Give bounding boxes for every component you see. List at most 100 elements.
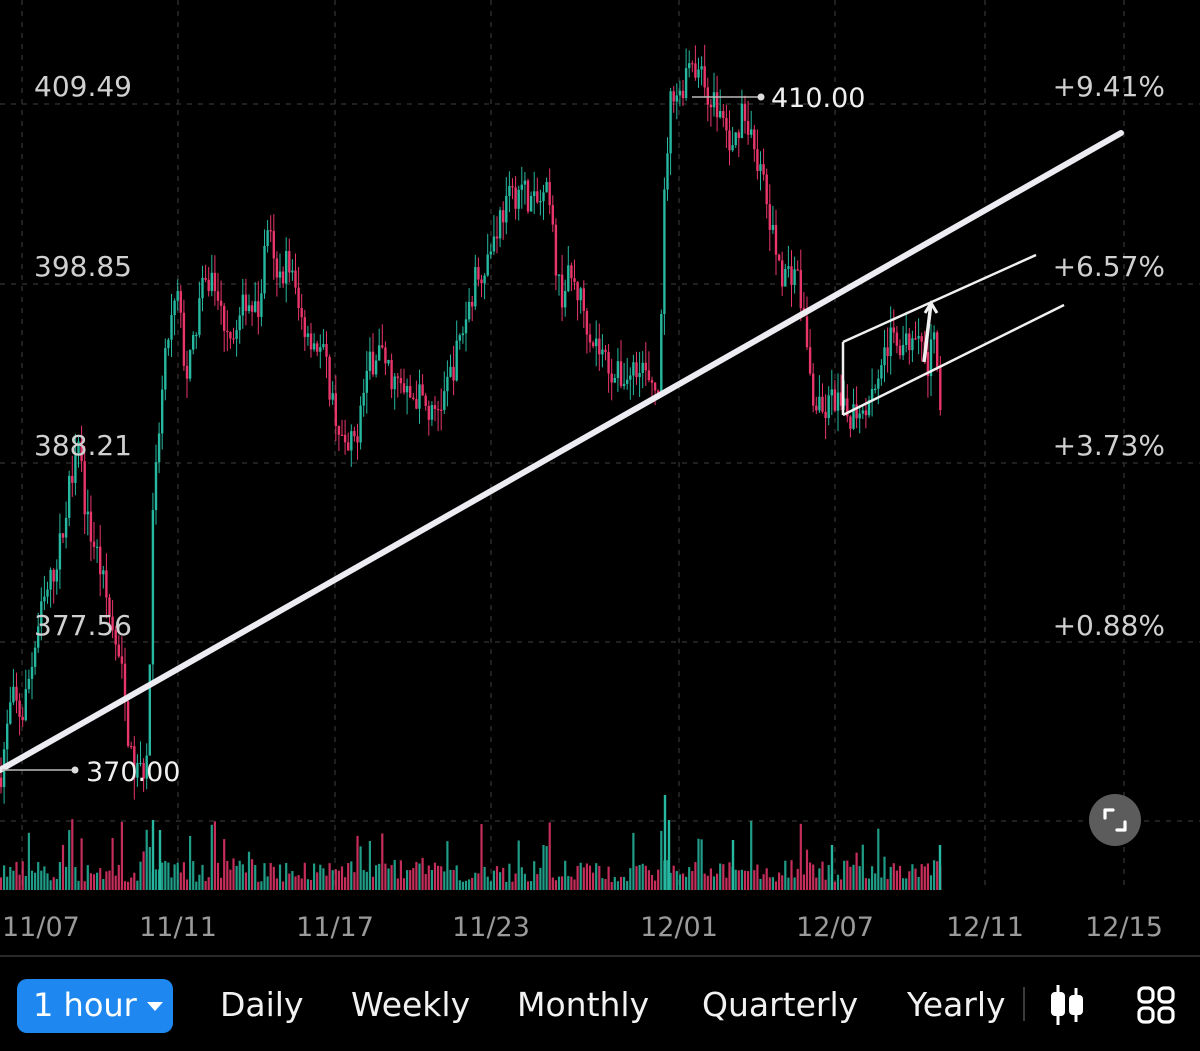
candle-body xyxy=(402,383,406,393)
volume-bar xyxy=(390,865,393,890)
candle-body xyxy=(737,132,740,138)
candle-body xyxy=(278,271,282,278)
candle-body xyxy=(759,164,762,171)
candle-body xyxy=(393,376,396,390)
candle-body xyxy=(638,373,641,378)
volume-bar xyxy=(753,870,756,890)
volume-bar xyxy=(864,878,867,890)
candle-body xyxy=(939,366,942,411)
volume-bar xyxy=(759,878,762,890)
volume-bar xyxy=(402,878,406,890)
candle-body xyxy=(77,441,80,456)
volume-bar xyxy=(691,871,694,890)
volume-bar xyxy=(210,824,213,890)
volume-bar xyxy=(836,874,840,890)
interval-yearly[interactable]: Yearly xyxy=(907,985,1006,1024)
interval-quarterly[interactable]: Quarterly xyxy=(702,985,859,1024)
volume-bar xyxy=(492,870,495,890)
candle-body xyxy=(12,686,15,703)
expand-button[interactable] xyxy=(1089,794,1141,846)
volume-bar xyxy=(520,867,523,890)
volume-bar xyxy=(886,878,889,890)
volume-bar xyxy=(300,878,303,890)
candlestick-icon[interactable] xyxy=(1046,982,1088,1028)
volume-bar xyxy=(774,881,778,890)
candle-body xyxy=(591,342,595,347)
volume-bar xyxy=(381,833,384,890)
candle-body xyxy=(412,397,415,399)
candle-body xyxy=(576,282,579,301)
candle-body xyxy=(260,293,263,317)
volume-bar xyxy=(37,862,40,890)
candle-body xyxy=(83,461,86,515)
candle-body xyxy=(619,361,623,387)
volume-bar xyxy=(102,879,105,890)
x-tick-label: 11/11 xyxy=(139,912,217,943)
candle-body xyxy=(126,701,130,746)
volume-bar xyxy=(641,863,644,890)
candle-body xyxy=(725,117,728,131)
candle-body xyxy=(371,351,375,375)
volume-bar xyxy=(796,868,799,890)
candle-body xyxy=(607,351,610,374)
candle-body xyxy=(554,224,558,276)
candle-body xyxy=(874,388,877,391)
volume-bar xyxy=(21,861,24,890)
volume-bar xyxy=(322,868,325,890)
volume-bar xyxy=(892,863,895,890)
volume-bar xyxy=(384,863,387,890)
volume-bar xyxy=(108,870,111,890)
volume-bar xyxy=(728,862,731,890)
volume-spike xyxy=(938,845,942,890)
volume-bar xyxy=(929,875,933,890)
price-chart[interactable]: 409.49 398.85 388.21 377.56 +9.41% +6.57… xyxy=(0,0,1200,955)
candle-body xyxy=(588,334,592,343)
candle-body xyxy=(604,349,607,352)
volume-bar xyxy=(449,869,452,890)
volume-bar xyxy=(18,874,21,890)
candle-body xyxy=(740,103,744,138)
candle-body xyxy=(815,405,818,411)
candle-body xyxy=(111,616,114,631)
candle-body xyxy=(0,777,3,788)
interval-selector-1-hour[interactable]: 1 hour xyxy=(17,979,173,1033)
volume-bar xyxy=(867,878,871,890)
candle-body xyxy=(880,365,883,379)
interval-weekly[interactable]: Weekly xyxy=(351,985,471,1024)
candle-body xyxy=(790,266,793,285)
volume-bar xyxy=(145,829,148,890)
candle-body xyxy=(170,315,173,340)
volume-bar xyxy=(675,871,678,890)
grid-icon[interactable] xyxy=(1136,985,1176,1025)
candle-body xyxy=(21,716,24,721)
volume-bar xyxy=(340,866,344,890)
candle-body xyxy=(681,90,685,99)
candle-body xyxy=(399,378,403,384)
y-tick-percent: +9.41% xyxy=(1053,70,1165,103)
high-marker-label: 410.00 xyxy=(771,83,865,114)
candle-body xyxy=(136,762,139,778)
volume-bar xyxy=(368,841,371,890)
candle-body xyxy=(226,330,229,333)
volume-bar xyxy=(802,874,805,890)
volume-bar xyxy=(604,878,607,890)
volume-bar xyxy=(446,841,449,890)
volume-bar xyxy=(592,872,595,890)
interval-monthly[interactable]: Monthly xyxy=(517,985,650,1024)
candle-body xyxy=(6,723,9,750)
volume-bar xyxy=(77,880,80,890)
candle-body xyxy=(508,186,511,196)
volume-bar xyxy=(657,869,660,890)
candle-body xyxy=(198,298,201,335)
candle-body xyxy=(378,345,381,361)
volume-bar xyxy=(762,874,765,890)
volume-bar xyxy=(43,866,46,890)
candle-body xyxy=(61,533,65,538)
candle-body xyxy=(229,331,232,339)
candle-body xyxy=(564,291,567,308)
interval-toolbar: 1 hour Daily Weekly Monthly Quarterly Ye… xyxy=(0,955,1200,1051)
volume-bar xyxy=(833,881,836,890)
volume-bar xyxy=(3,865,6,890)
interval-daily[interactable]: Daily xyxy=(220,985,304,1024)
candle-body xyxy=(784,268,787,287)
